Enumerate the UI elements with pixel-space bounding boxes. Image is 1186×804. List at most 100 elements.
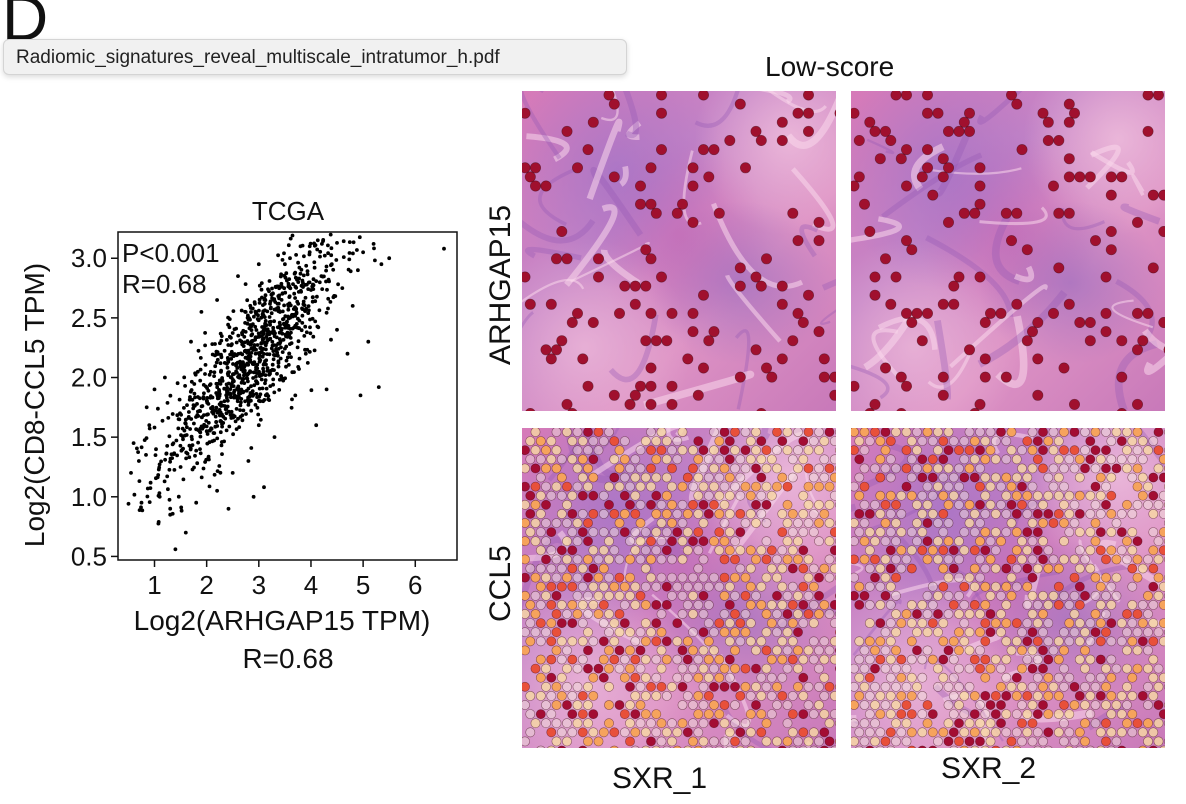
expression-spot (698, 700, 709, 710)
expression-spot (901, 609, 912, 619)
expression-spot (937, 371, 949, 383)
expression-spot (1001, 599, 1012, 610)
scatter-point (198, 430, 203, 435)
expression-spot (948, 280, 960, 292)
expression-spot (901, 554, 912, 565)
expression-spot (922, 700, 933, 710)
expression-spot (566, 317, 578, 329)
expression-spot (1105, 226, 1117, 238)
scatter-point (267, 352, 272, 357)
expression-spot (583, 663, 593, 674)
expression-spot (604, 554, 614, 565)
expression-spot (530, 518, 541, 528)
expression-spot (766, 563, 777, 574)
expression-spot (693, 709, 704, 719)
scatter-point (196, 409, 200, 414)
scatter-point (190, 397, 195, 402)
scatter-point (261, 362, 266, 367)
expression-spot (761, 736, 772, 747)
scatter-point (302, 303, 307, 308)
expression-spot (703, 490, 714, 501)
expression-spot (1137, 599, 1148, 610)
expression-spot (891, 428, 901, 437)
expression-spot (577, 599, 588, 610)
expression-spot (1074, 454, 1085, 465)
expression-spot (954, 645, 964, 656)
expression-spot (793, 518, 803, 528)
expression-spot (583, 627, 593, 638)
expression-spot (1069, 463, 1080, 474)
scatter-point (350, 304, 355, 308)
expression-spot (793, 681, 803, 692)
scatter-point (260, 337, 265, 342)
expression-spot (572, 663, 583, 674)
expression-spot (814, 428, 824, 437)
expression-spot (608, 171, 620, 183)
scatter-point (229, 409, 234, 414)
expression-spot (1011, 636, 1022, 647)
expression-spot (870, 536, 880, 547)
scatter-point (278, 356, 283, 361)
expression-spot (933, 736, 943, 747)
expression-spot (943, 554, 954, 565)
expression-spot (735, 636, 746, 647)
expression-spot (1127, 527, 1138, 537)
scatter-point (237, 425, 242, 429)
expression-spot (1148, 654, 1159, 665)
expression-spot (1143, 700, 1153, 710)
scatter-point (224, 393, 229, 398)
expression-spot (777, 472, 788, 483)
tissue-fiber (866, 138, 895, 155)
expression-spot (614, 445, 625, 456)
scatter-point (165, 444, 170, 448)
expression-spot (698, 736, 709, 747)
expression-spot (693, 436, 704, 446)
expression-spot (724, 509, 735, 519)
scatter-point (235, 399, 240, 404)
expression-spot (1006, 235, 1018, 247)
scatter-point (168, 506, 173, 511)
expression-spot (1017, 445, 1027, 456)
expression-spot (536, 745, 546, 748)
scatter-point (304, 330, 309, 335)
scatter-point (210, 405, 215, 409)
expression-spot (557, 745, 567, 748)
expression-spot (609, 581, 620, 592)
expression-spot (859, 463, 870, 474)
expression-spot (900, 380, 912, 392)
expression-spot (1090, 463, 1101, 474)
expression-spot (798, 690, 809, 701)
expression-spot (640, 280, 652, 292)
expression-spot (703, 472, 714, 483)
scatter-point (333, 294, 338, 298)
expression-spot (851, 380, 860, 392)
expression-spot (787, 563, 798, 574)
expression-spot (1080, 554, 1090, 565)
scatter-point (144, 405, 149, 410)
expression-spot (698, 554, 709, 565)
expression-spot (1106, 709, 1117, 719)
scatter-point (341, 239, 346, 244)
scatter-point (227, 325, 232, 330)
expression-spot (859, 536, 870, 547)
scatter-point (259, 377, 264, 382)
expression-spot (880, 445, 891, 456)
scatter-point (227, 317, 232, 321)
tissue-fiber (1142, 328, 1165, 352)
expression-spot (1001, 527, 1012, 537)
scatter-point (242, 365, 246, 369)
expression-spot (1059, 481, 1069, 492)
expression-spot (938, 636, 949, 647)
expression-spot (640, 599, 651, 610)
expression-spot (522, 518, 530, 528)
expression-spot (933, 663, 943, 674)
scatter-point (241, 390, 245, 395)
scatter-point (231, 415, 236, 420)
scatter-point (231, 362, 235, 366)
expression-spot (761, 554, 772, 565)
expression-spot (1095, 545, 1106, 556)
expression-spot (1001, 436, 1012, 446)
expression-spot (1095, 690, 1106, 701)
scatter-point (267, 320, 272, 325)
scatter-point (255, 343, 260, 347)
